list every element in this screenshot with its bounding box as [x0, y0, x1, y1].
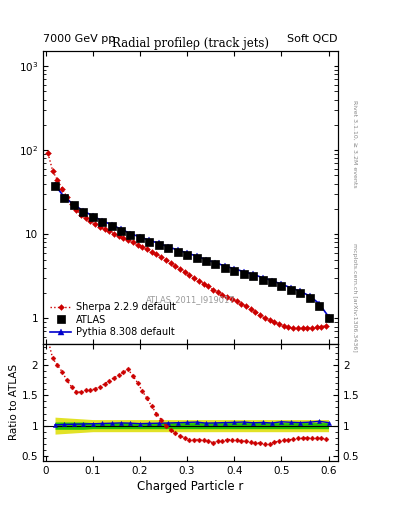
Pythia 8.308 default — [279, 281, 284, 287]
ATLAS — [138, 235, 142, 241]
ATLAS — [288, 287, 293, 293]
Sherpa 2.2.9 default — [140, 244, 145, 250]
ATLAS — [279, 283, 284, 289]
ATLAS — [204, 258, 208, 264]
Sherpa 2.2.9 default — [126, 237, 130, 243]
Sherpa 2.2.9 default — [296, 326, 300, 332]
ATLAS — [232, 268, 237, 274]
Pythia 8.308 default — [53, 182, 57, 188]
Pythia 8.308 default — [222, 263, 227, 269]
Pythia 8.308 default — [62, 194, 67, 200]
Pythia 8.308 default — [90, 213, 95, 219]
Pythia 8.308 default — [72, 202, 76, 208]
Text: Rivet 3.1.10, ≥ 3.2M events: Rivet 3.1.10, ≥ 3.2M events — [352, 99, 357, 187]
Sherpa 2.2.9 default — [116, 233, 121, 239]
Sherpa 2.2.9 default — [220, 292, 225, 298]
ATLAS — [128, 232, 133, 238]
Pythia 8.308 default — [81, 208, 86, 214]
ATLAS — [175, 249, 180, 255]
Pythia 8.308 default — [307, 293, 312, 299]
Text: mcplots.cern.ch [arXiv:1306.3436]: mcplots.cern.ch [arXiv:1306.3436] — [352, 243, 357, 351]
ATLAS — [147, 239, 152, 245]
Pythia 8.308 default — [298, 288, 303, 294]
Pythia 8.308 default — [251, 271, 255, 278]
ATLAS — [156, 242, 161, 248]
Pythia 8.308 default — [128, 230, 133, 237]
Sherpa 2.2.9 default — [135, 242, 140, 248]
Title: Radial profileρ (track jets): Radial profileρ (track jets) — [112, 37, 269, 50]
Pythia 8.308 default — [288, 285, 293, 291]
Text: 7000 GeV pp: 7000 GeV pp — [43, 33, 116, 44]
ATLAS — [62, 195, 67, 201]
Pythia 8.308 default — [175, 247, 180, 253]
Pythia 8.308 default — [241, 269, 246, 275]
ATLAS — [119, 228, 123, 234]
ATLAS — [326, 315, 331, 322]
ATLAS — [213, 261, 218, 267]
ATLAS — [53, 182, 57, 188]
Text: ATLAS_2011_I919017: ATLAS_2011_I919017 — [146, 295, 235, 305]
ATLAS — [307, 295, 312, 301]
Text: Soft QCD: Soft QCD — [288, 33, 338, 44]
Line: ATLAS: ATLAS — [51, 182, 332, 322]
ATLAS — [81, 209, 86, 215]
ATLAS — [241, 271, 246, 277]
Pythia 8.308 default — [317, 301, 321, 307]
Pythia 8.308 default — [204, 257, 208, 263]
Sherpa 2.2.9 default — [93, 221, 97, 227]
Pythia 8.308 default — [166, 244, 171, 250]
Pythia 8.308 default — [138, 234, 142, 240]
ATLAS — [260, 276, 265, 283]
ATLAS — [72, 202, 76, 208]
Pythia 8.308 default — [270, 278, 274, 284]
ATLAS — [100, 219, 105, 225]
Pythia 8.308 default — [232, 266, 237, 272]
ATLAS — [222, 265, 227, 271]
Pythia 8.308 default — [326, 313, 331, 319]
Legend: Sherpa 2.2.9 default, ATLAS, Pythia 8.308 default: Sherpa 2.2.9 default, ATLAS, Pythia 8.30… — [48, 300, 178, 339]
Pythia 8.308 default — [156, 240, 161, 246]
ATLAS — [270, 279, 274, 285]
Pythia 8.308 default — [147, 237, 152, 243]
Line: Sherpa 2.2.9 default: Sherpa 2.2.9 default — [46, 151, 328, 331]
ATLAS — [251, 273, 255, 279]
X-axis label: Charged Particle r: Charged Particle r — [138, 480, 244, 493]
Y-axis label: Ratio to ATLAS: Ratio to ATLAS — [9, 364, 19, 440]
ATLAS — [109, 223, 114, 229]
Pythia 8.308 default — [194, 253, 199, 259]
ATLAS — [166, 245, 171, 251]
Pythia 8.308 default — [213, 260, 218, 266]
Pythia 8.308 default — [109, 222, 114, 228]
Pythia 8.308 default — [185, 250, 189, 256]
ATLAS — [317, 303, 321, 309]
Sherpa 2.2.9 default — [46, 150, 50, 156]
Pythia 8.308 default — [100, 218, 105, 224]
Line: Pythia 8.308 default: Pythia 8.308 default — [52, 182, 331, 319]
ATLAS — [298, 290, 303, 296]
ATLAS — [194, 255, 199, 261]
Pythia 8.308 default — [119, 226, 123, 232]
ATLAS — [90, 214, 95, 220]
ATLAS — [185, 252, 189, 258]
Sherpa 2.2.9 default — [324, 323, 329, 329]
Pythia 8.308 default — [260, 274, 265, 281]
